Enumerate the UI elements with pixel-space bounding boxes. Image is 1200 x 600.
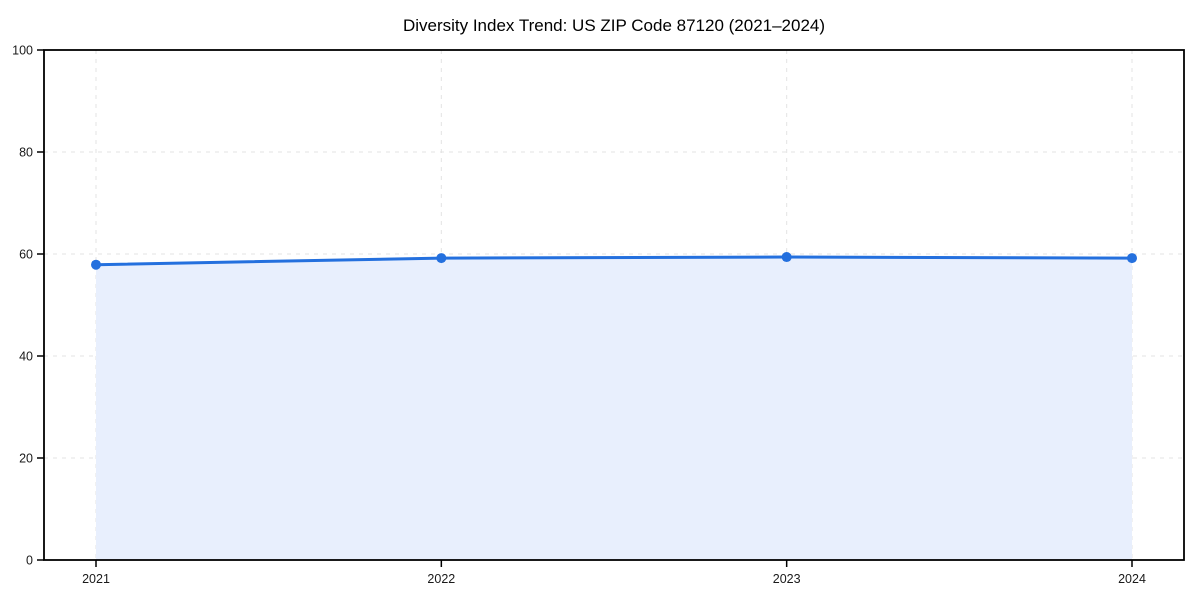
y-tick-label-60: 60 (19, 248, 33, 262)
data-point-2023 (781, 252, 792, 263)
data-point-2021 (91, 259, 101, 270)
x-tick-label-2022: 2022 (427, 572, 455, 586)
trend-line (94, 255, 1134, 267)
y-tick-label-40: 40 (19, 350, 33, 364)
chart-title: Diversity Index Trend: US ZIP Code 87120… (403, 16, 825, 35)
x-tick-label-2023: 2023 (773, 572, 801, 586)
x-tick-label-2021: 2021 (82, 572, 110, 586)
x-tick-label-2024: 2024 (1118, 572, 1146, 586)
area-fill (96, 257, 1132, 560)
y-tick-label-0: 0 (26, 554, 33, 568)
data-point-2024 (1127, 253, 1137, 264)
data-point-2022 (436, 253, 447, 264)
y-tick-label-20: 20 (19, 452, 33, 466)
y-tick-label-100: 100 (12, 44, 33, 58)
plot-border (43, 49, 1185, 561)
y-tick-label-80: 80 (19, 146, 33, 160)
